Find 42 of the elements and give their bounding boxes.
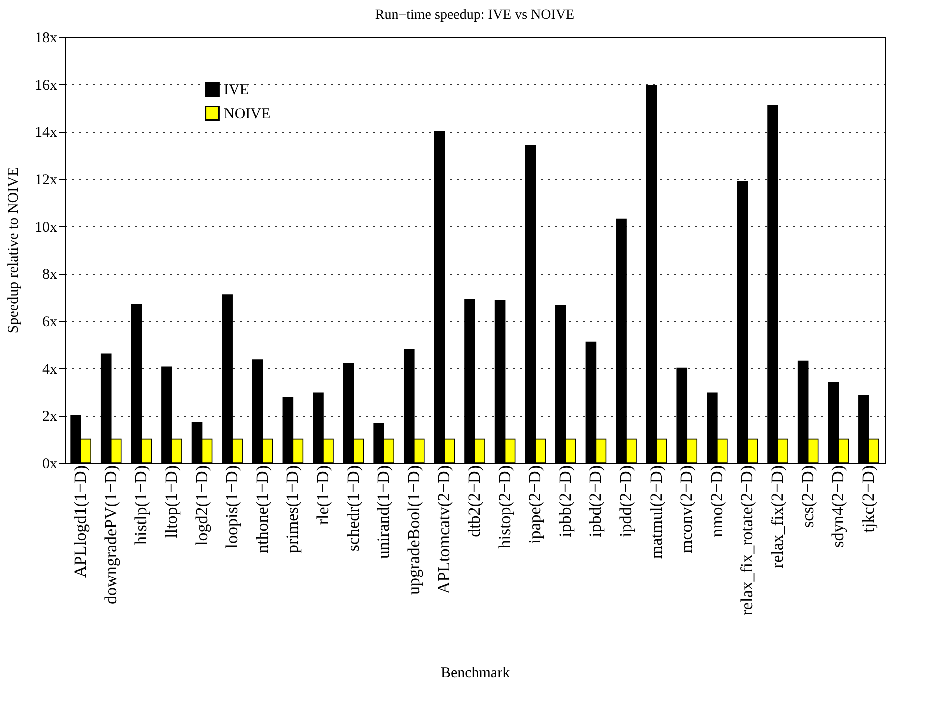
y-tick-label: 4x [42,362,58,378]
x-tick-label: nthone(1−D) [252,466,272,554]
y-tick-label: 12x [35,172,58,188]
chart-title: Run−time speedup: IVE vs NOIVE [375,8,575,23]
x-tick-label: ipape(2−D) [526,466,545,544]
y-axis-title: Speedup relative to NOIVE [6,167,22,334]
x-tick-label: histlp(1−D) [132,466,151,545]
x-tick-label: unirand(1−D) [374,466,394,560]
y-tick-label: 14x [35,125,58,142]
y-tick-label: 2x [42,409,58,426]
x-tick-label: relax_fix_rotate(2−D) [738,466,757,616]
x-tick-label: tjkc(2−D) [858,466,878,533]
x-tick-label: lltop(1−D) [162,466,181,538]
x-tick-label: downgradePV(1−D) [101,466,120,604]
y-tick-label: 16x [35,78,58,94]
x-tick-label: ipdd(2−D) [616,466,636,538]
x-tick-label: histop(2−D) [495,466,514,549]
y-tick-label: 18x [35,30,58,46]
y-tick-label: 8x [42,267,58,284]
x-tick-label: matmul(2−D) [646,466,666,560]
x-tick-label: sdyn4(2−D) [828,466,848,548]
x-tick-label: loopis(1−D) [222,466,242,549]
legend-label: IVE [224,82,249,98]
y-tick-label: 6x [42,314,58,330]
x-tick-label: relax_fix(2−D) [768,466,788,569]
y-tick-label: 0x [42,456,58,472]
x-tick-label: APLtomcatv(2−D) [434,466,454,594]
x-tick-label: upgradeBool(1−D) [404,466,424,596]
x-tick-label: ipbb(2−D) [556,466,575,538]
x-tick-label: logd2(1−D) [192,466,212,546]
y-tick-label: 10x [35,220,58,236]
x-axis-title: Benchmark [440,666,511,682]
x-tick-label: dtb2(2−D) [465,466,484,538]
x-tick-label: schedr(1−D) [344,466,363,552]
x-tick-label: primes(1−D) [283,466,302,554]
x-tick-label: mconv(2−D) [677,466,696,554]
x-tick-label: rle(1−D) [313,466,332,526]
x-tick-label: scs(2−D) [798,466,818,528]
x-tick-label: nmo(2−D) [707,466,726,538]
x-tick-label: APLlogd1(1−D) [71,466,90,578]
x-tick-label: ipbd(2−D) [586,466,606,538]
legend-label: NOIVE [224,106,271,122]
